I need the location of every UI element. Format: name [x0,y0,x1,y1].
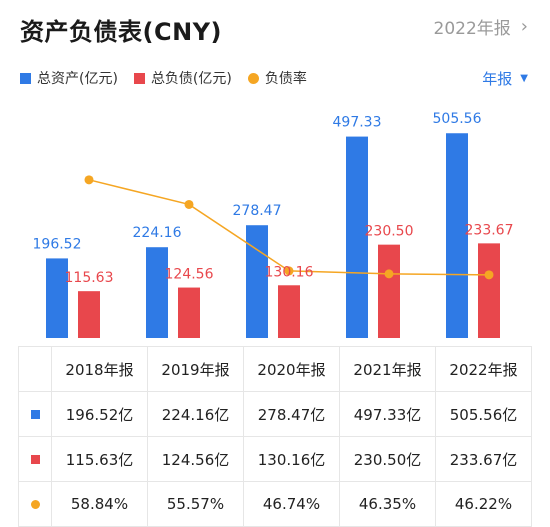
table-cell: 58.84% [51,481,148,527]
table-cell: 497.33亿 [339,391,436,437]
table-cell: 46.22% [435,481,532,527]
assets-bar [346,136,368,338]
legend-label: 总负债(亿元) [150,71,232,87]
assets-data-label: 196.52 [33,236,82,252]
liabilities-data-label: 115.63 [65,270,114,286]
legend-square-icon [20,72,31,84]
table-cell: 505.56亿 [435,391,532,437]
liabilities-bar [378,244,400,338]
legend-circle-icon [247,72,259,84]
table-header-cell: 2019年报 [147,346,244,392]
table-cell: 115.63亿 [51,436,148,482]
legend-item-ratio[interactable]: 负债率 [247,68,307,88]
orange-circle-icon [30,500,40,509]
ratio-point [84,175,94,185]
legend-item-liabilities[interactable]: 总负债(亿元) [133,68,232,88]
period-dropdown-label: 年报 [482,70,513,88]
bar-line-chart: 196.52 115.63 224.16 124.56 278.47 130.16 497.… [33,111,514,338]
blue-square-icon [30,410,40,419]
table-cell: 55.57% [147,481,244,527]
legend-label: 负债率 [264,71,307,87]
assets-data-label: 278.47 [233,203,282,219]
legend-label: 总资产(亿元) [37,71,118,87]
liabilities-data-label: 130.16 [265,264,314,280]
caret-down-icon: ▼ [520,73,528,84]
table-cell: 46.74% [243,481,340,527]
table-header-cell: 2018年报 [51,346,148,392]
table-row-liabilities: 115.63亿 124.56亿 130.16亿 230.50亿 233.67亿 [18,436,532,482]
period-dropdown[interactable]: 年报 ▼ [482,68,528,89]
liabilities-data-label: 233.67 [465,222,514,238]
period-label: 2022年报 [433,19,511,39]
chart-legend: 总资产(亿元) 总负债(亿元) 负债率 [20,68,307,88]
assets-bar [146,247,168,338]
table-cell: 124.56亿 [147,436,244,482]
liabilities-bar [478,243,500,338]
row-marker [18,481,52,527]
assets-data-label: 497.33 [333,115,382,131]
table-header-row: 2018年报 2019年报 2020年报 2021年报 2022年报 [18,346,532,392]
assets-bar [46,258,68,338]
table-header-cell: 2020年报 [243,346,340,392]
assets-bar [446,133,468,338]
liabilities-bar [178,287,200,338]
assets-data-label: 224.16 [133,225,182,241]
liabilities-bar [278,285,300,338]
table-row-ratio: 58.84% 55.57% 46.74% 46.35% 46.22% [18,481,532,527]
ratio-point [184,199,194,209]
table-cell: 230.50亿 [339,436,436,482]
table-cell: 130.16亿 [243,436,340,482]
ratio-point [384,269,394,279]
liabilities-data-label: 230.50 [365,224,414,240]
table-corner [18,346,52,392]
table-header-cell: 2021年报 [339,346,436,392]
table-cell: 196.52亿 [51,391,148,437]
legend-item-assets[interactable]: 总资产(亿元) [20,68,118,88]
chevron-right-icon: › [520,16,528,37]
row-marker [18,391,52,437]
assets-data-label: 505.56 [433,111,482,127]
ratio-point [484,270,494,280]
table-cell: 46.35% [339,481,436,527]
liabilities-data-label: 124.56 [165,267,214,283]
assets-bar [246,225,268,338]
table-cell: 278.47亿 [243,391,340,437]
legend-square-icon [133,72,145,84]
data-table: 2018年报 2019年报 2020年报 2021年报 2022年报 196.5… [18,346,532,527]
table-cell: 233.67亿 [435,436,532,482]
red-square-icon [30,455,40,464]
period-link[interactable]: 2022年报 › [434,14,528,39]
ratio-point [284,266,294,276]
table-header-cell: 2022年报 [435,346,532,392]
table-cell: 224.16亿 [147,391,244,437]
table-row-assets: 196.52亿 224.16亿 278.47亿 497.33亿 505.56亿 [18,391,532,437]
liabilities-bar [78,291,100,338]
row-marker [18,436,52,482]
page-title: 资产负债表(CNY) [20,18,223,46]
